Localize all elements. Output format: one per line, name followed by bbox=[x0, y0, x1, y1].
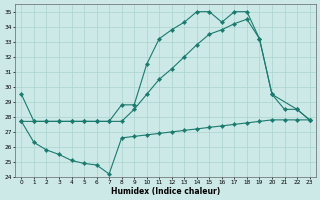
X-axis label: Humidex (Indice chaleur): Humidex (Indice chaleur) bbox=[111, 187, 220, 196]
